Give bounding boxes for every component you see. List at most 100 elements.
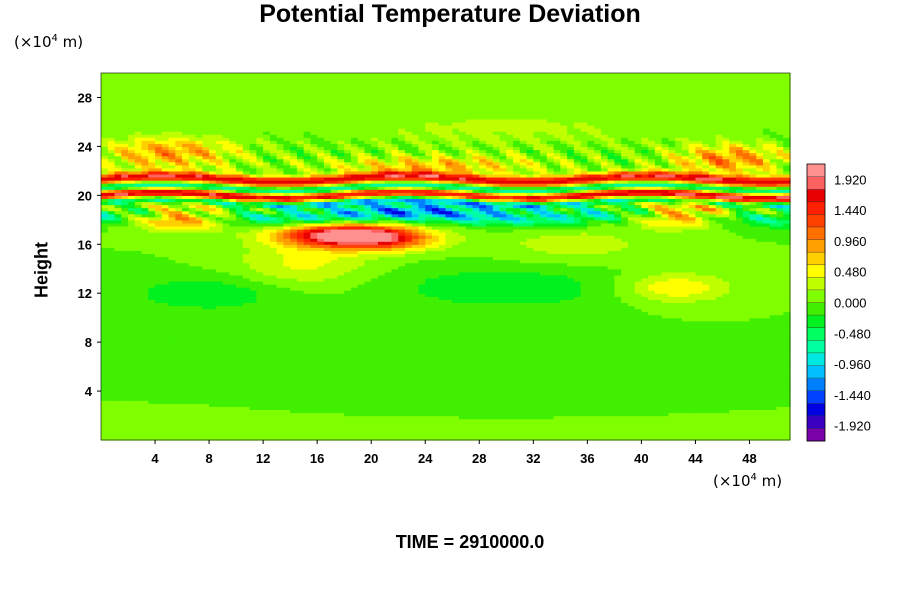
heatmap-cell [567,412,575,417]
heatmap-cell [411,369,420,374]
heatmap-cell [661,351,670,355]
heatmap-cell [540,378,548,383]
heatmap-cell [681,418,690,423]
heatmap-cell [506,378,514,383]
heatmap-cell [161,430,170,435]
heatmap-cell [404,409,413,414]
heatmap-cell [762,403,771,407]
heatmap-cell [627,354,636,359]
heatmap-cell [263,415,271,420]
heatmap-cell [776,360,784,365]
heatmap-cell [249,400,257,404]
heatmap-cell [188,345,197,349]
heatmap-cell [377,418,386,423]
heatmap-cell [438,369,447,374]
heatmap-cell [155,348,163,352]
heatmap-cell [526,412,534,417]
heatmap-cell [513,400,521,404]
heatmap-cell [465,433,474,438]
heatmap-cell [283,345,291,349]
heatmap-cell [303,372,311,377]
heatmap-cell [715,418,724,423]
heatmap-cell [587,409,595,414]
heatmap-cell [323,412,332,417]
heatmap-cell [168,357,176,362]
heatmap-cell [242,366,251,371]
heatmap-cell [445,345,453,349]
heatmap-cell [553,427,561,432]
heatmap-cell [377,409,386,414]
heatmap-cell [499,427,507,432]
heatmap-cell [580,345,588,349]
heatmap-cell [553,409,561,414]
heatmap-cell [600,363,609,368]
heatmap-cell [769,384,778,389]
heatmap-cell [661,418,670,423]
heatmap-cell [242,381,251,386]
heatmap-cell [600,430,609,435]
heatmap-cell [661,400,670,404]
heatmap-cell [594,403,602,407]
heatmap-cell [107,412,116,417]
heatmap-cell [276,394,284,398]
heatmap-cell [729,357,737,362]
heatmap-cell [121,378,129,383]
heatmap-cell [675,409,683,414]
heatmap-cell [398,345,406,349]
heatmap-cell [533,357,541,362]
heatmap-cell [242,351,251,355]
heatmap-cell [452,415,460,420]
heatmap-cell [634,421,642,426]
heatmap-cell [675,354,683,359]
heatmap-cell [182,415,190,420]
heatmap-cell [513,366,521,371]
heatmap-cell [344,360,352,365]
heatmap-cell [526,351,534,355]
heatmap-cell [729,394,737,398]
heatmap-cell [769,360,778,365]
heatmap-cell [661,381,670,386]
heatmap-cell [702,360,710,365]
heatmap-cell [431,348,440,352]
heatmap-cell [641,375,649,380]
heatmap-cell [641,391,649,395]
heatmap-cell [607,369,615,374]
heatmap-cell [540,406,548,411]
heatmap-cell [499,381,507,386]
heatmap-cell [148,421,156,426]
heatmap-cell [404,388,413,392]
heatmap-cell [499,363,507,368]
heatmap-cell [371,391,379,395]
heatmap-cell [519,403,528,407]
heatmap-cell [492,397,501,401]
heatmap-cell [594,360,602,365]
heatmap-cell [560,436,568,441]
heatmap-cell [675,412,683,417]
heatmap-cell [756,421,764,426]
heatmap-cell [607,400,615,404]
heatmap-cell [661,363,670,368]
heatmap-cell [600,342,609,346]
heatmap-cell [350,427,359,432]
heatmap-cell [540,418,548,423]
heatmap-cell [594,433,602,438]
heatmap-cell [121,418,129,423]
heatmap-cell [249,369,257,374]
heatmap-cell [762,391,771,395]
heatmap-cell [783,363,791,368]
heatmap-cell [560,394,568,398]
heatmap-cell [546,372,555,377]
heatmap-cell [519,424,528,429]
heatmap-cell [431,397,440,401]
heatmap-cell [418,436,426,441]
heatmap-cell [377,357,386,362]
heatmap-cell [148,366,156,371]
heatmap-cell [371,406,379,411]
heatmap-cell [594,357,602,362]
heatmap-cell [594,418,602,423]
heatmap-cell [107,381,116,386]
heatmap-cell [269,342,278,346]
heatmap-cell [330,369,339,374]
heatmap-cell [749,354,757,359]
heatmap-cell [722,406,730,411]
